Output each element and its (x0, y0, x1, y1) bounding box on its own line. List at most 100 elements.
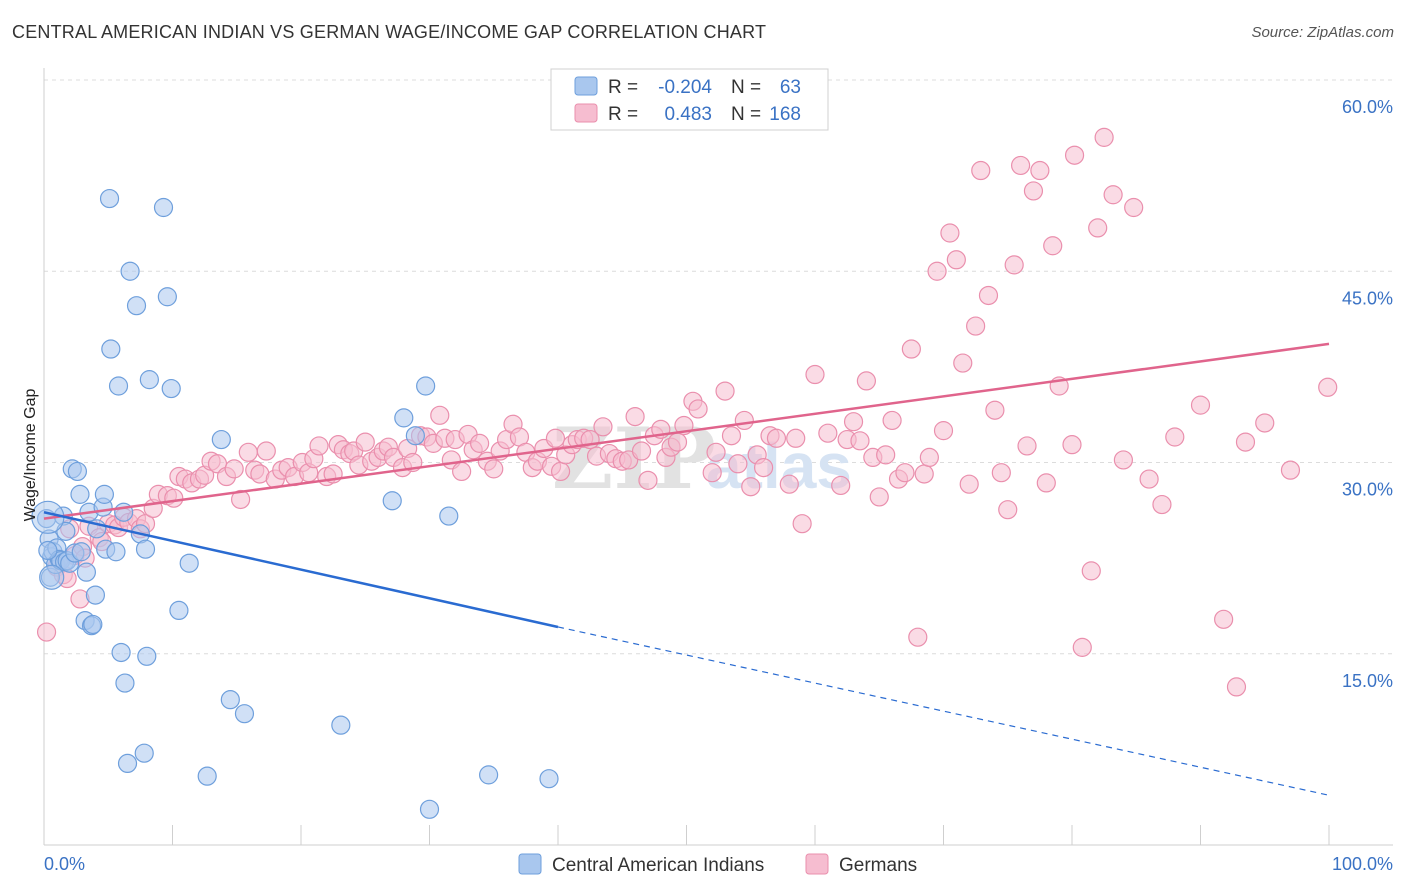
point-pink (901, 339, 921, 359)
point-pink (1094, 127, 1114, 147)
point-pink (1064, 145, 1085, 165)
point-pink (1036, 473, 1056, 493)
bottom-legend-label: Central American Indians (552, 855, 764, 876)
point-pink (1004, 255, 1024, 275)
chart-title: CENTRAL AMERICAN INDIAN VS GERMAN WAGE/I… (12, 22, 767, 42)
point-blue (234, 704, 255, 724)
point-pink (1124, 197, 1144, 218)
point-blue (85, 585, 106, 605)
y-axis-title: Wage/Income Gap (22, 389, 39, 522)
point-pink (688, 399, 708, 419)
point-pink (593, 417, 613, 437)
point-pink (667, 432, 688, 452)
point-pink (706, 442, 726, 462)
point-blue (117, 753, 138, 774)
legend-n-label: N = (731, 104, 761, 125)
point-pink (882, 410, 902, 431)
point-pink (1165, 427, 1185, 447)
point-pink (927, 261, 947, 281)
point-pink (753, 458, 774, 478)
point-blue (169, 600, 189, 621)
legend-r-label: R = (608, 77, 638, 98)
point-pink (1017, 436, 1037, 456)
point-blue (405, 426, 425, 446)
point-blue (115, 673, 135, 693)
legend-swatch-pink (574, 103, 598, 123)
point-pink (1062, 435, 1082, 455)
point-pink (1152, 494, 1172, 515)
y-tick-label: 60.0% (1342, 97, 1393, 117)
point-blue (71, 542, 91, 562)
points-layer (31, 127, 1338, 819)
point-blue (134, 743, 154, 763)
point-blue (120, 261, 140, 281)
point-pink (850, 431, 870, 451)
point-pink (728, 454, 748, 474)
point-pink (869, 487, 889, 507)
point-pink (452, 461, 472, 482)
legend-r-value: -0.204 (658, 77, 712, 98)
y-tick-label: 15.0% (1342, 671, 1393, 691)
point-pink (1113, 450, 1134, 470)
point-pink (876, 445, 896, 465)
point-pink (959, 474, 979, 494)
point-pink (309, 436, 329, 456)
point-blue (70, 484, 90, 504)
point-pink (1190, 395, 1211, 415)
trendline-blue-dashed (557, 626, 1330, 796)
point-blue (419, 799, 440, 819)
point-pink (1010, 155, 1031, 176)
bottom-legend-swatch-pink (805, 853, 829, 875)
point-pink (831, 475, 851, 496)
point-blue (126, 296, 147, 316)
point-pink (919, 447, 939, 467)
point-pink (843, 412, 864, 432)
point-pink (953, 353, 973, 373)
point-pink (36, 622, 57, 642)
source-label: Source: ZipAtlas.com (1251, 24, 1394, 41)
point-pink (991, 463, 1011, 483)
point-pink (1103, 185, 1123, 205)
legend-swatch-blue (574, 76, 598, 96)
bottom-legend: Central American Indians Germans (518, 853, 917, 876)
point-blue (220, 690, 240, 710)
point-pink (1072, 637, 1092, 657)
axes-layer (43, 68, 1393, 846)
legend-n-value: 168 (769, 104, 801, 125)
point-pink (1235, 432, 1256, 452)
point-pink (779, 474, 799, 494)
point-blue (139, 370, 159, 390)
point-pink (715, 381, 735, 401)
point-pink (1318, 377, 1338, 397)
trendline-pink (43, 342, 1330, 520)
point-pink (484, 459, 504, 479)
point-pink (721, 426, 742, 446)
point-blue (153, 197, 174, 218)
point-blue (135, 539, 156, 559)
point-blue (111, 642, 131, 663)
point-blue (416, 376, 436, 396)
point-pink (933, 421, 954, 441)
point-pink (1280, 460, 1301, 480)
point-blue (76, 562, 97, 582)
point-pink (1023, 181, 1044, 201)
point-blue (382, 491, 402, 511)
point-pink (971, 160, 991, 181)
point-pink (625, 407, 645, 427)
point-pink (1139, 469, 1159, 489)
legend-n-label: N = (731, 77, 761, 98)
y-tick-label: 30.0% (1342, 480, 1393, 500)
point-pink (1088, 218, 1108, 238)
point-blue (99, 188, 120, 209)
point-pink (355, 432, 375, 452)
point-pink (978, 285, 999, 306)
point-pink (895, 463, 915, 483)
point-pink (766, 428, 787, 448)
x-tick-label: 0.0% (44, 854, 85, 874)
point-pink (470, 433, 490, 453)
legend: R = -0.204 N = 63 R = 0.483 N = 168 (550, 68, 829, 131)
point-pink (966, 316, 986, 336)
point-blue (157, 287, 177, 307)
point-pink (1214, 609, 1234, 629)
point-blue (67, 461, 88, 482)
